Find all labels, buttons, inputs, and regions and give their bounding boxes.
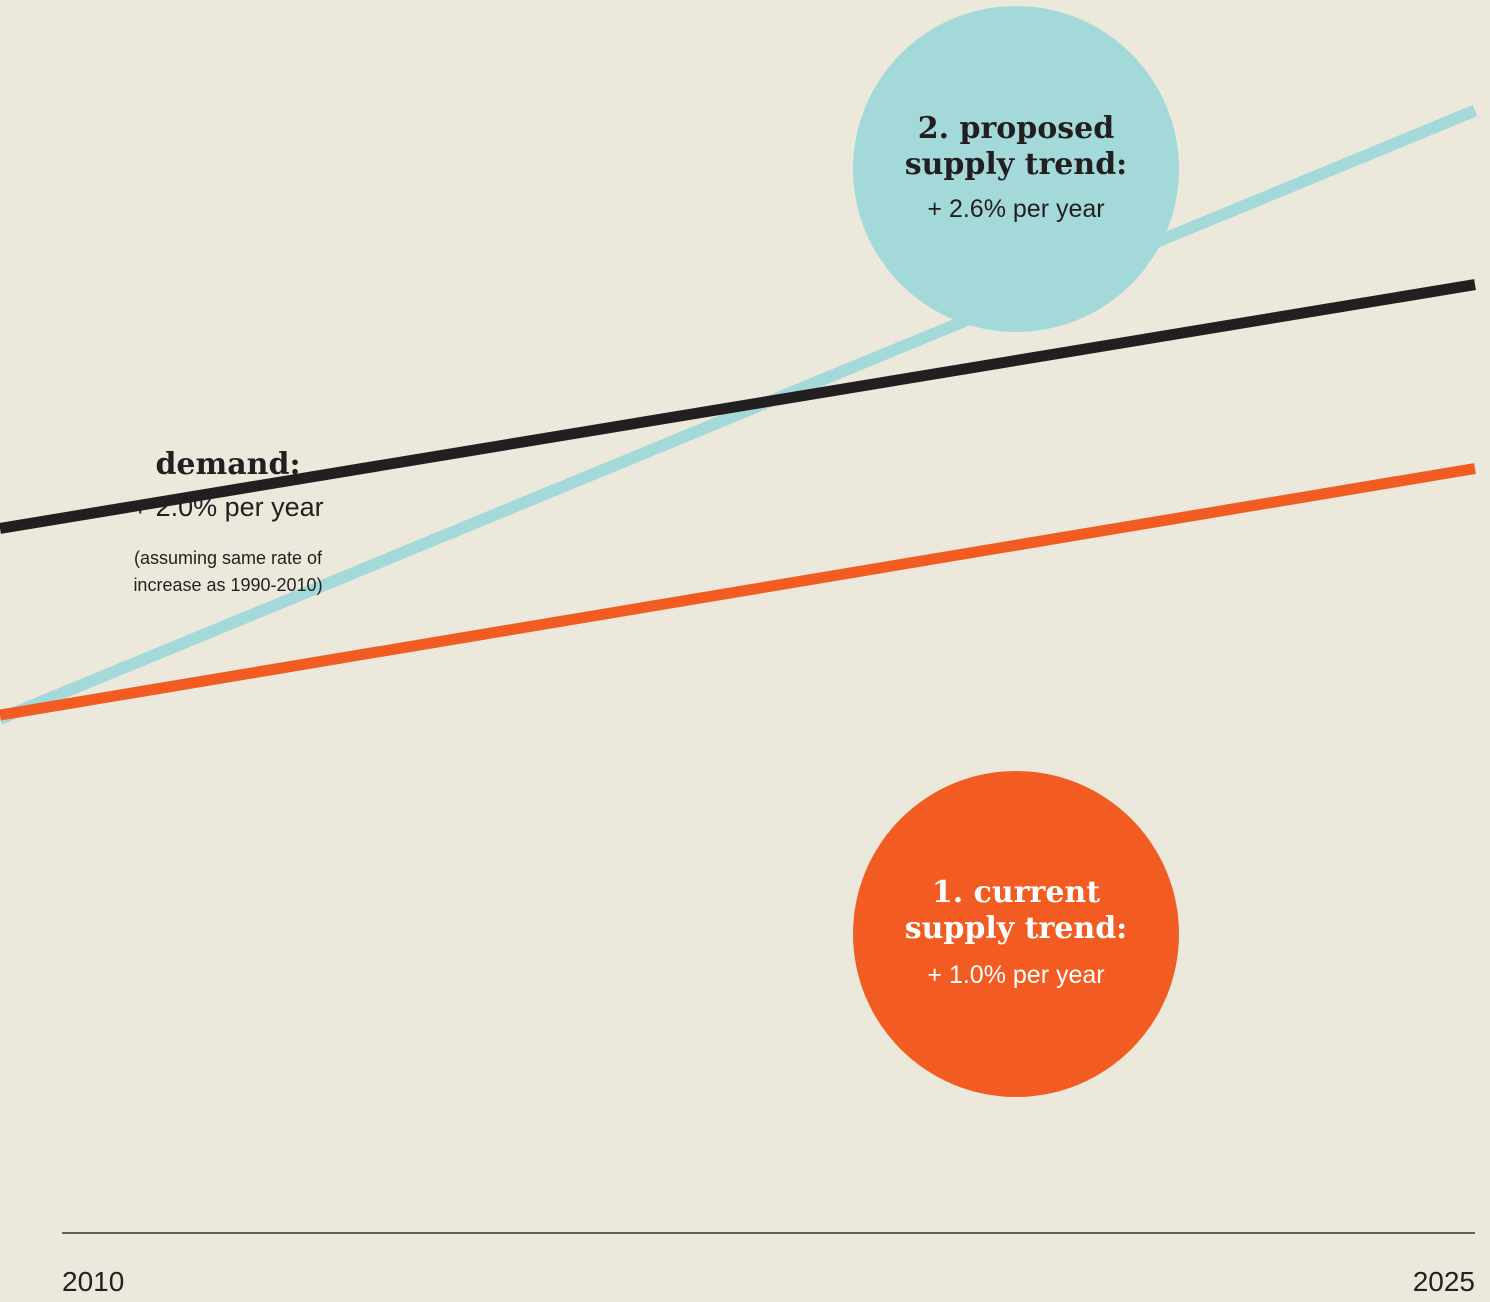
current-supply-rate: + 1.0% per year (927, 961, 1104, 989)
demand-rate: + 2.0% per year (132, 492, 323, 522)
current-supply-title-line1: 1. current (932, 875, 1100, 910)
series-line-proposed-supply (0, 105, 1478, 725)
proposed-supply-title-line2: supply trend: (905, 147, 1128, 182)
series-line-demand (0, 279, 1476, 534)
series-line-current-supply (0, 463, 1476, 721)
current-supply-bubble (853, 771, 1179, 1097)
demand-note-line2: increase as 1990-2010) (133, 575, 322, 595)
demand-note-line1: (assuming same rate of (134, 548, 323, 568)
proposed-supply-rate: + 2.6% per year (927, 195, 1104, 223)
proposed-supply-bubble (853, 6, 1179, 332)
x-tick-label-end: 2025 (1413, 1266, 1475, 1297)
demand-title: demand: (155, 447, 300, 482)
proposed-supply-title-line1: 2. proposed (918, 111, 1115, 146)
x-tick-label-start: 2010 (62, 1266, 124, 1297)
current-supply-title-line2: supply trend: (905, 911, 1128, 946)
